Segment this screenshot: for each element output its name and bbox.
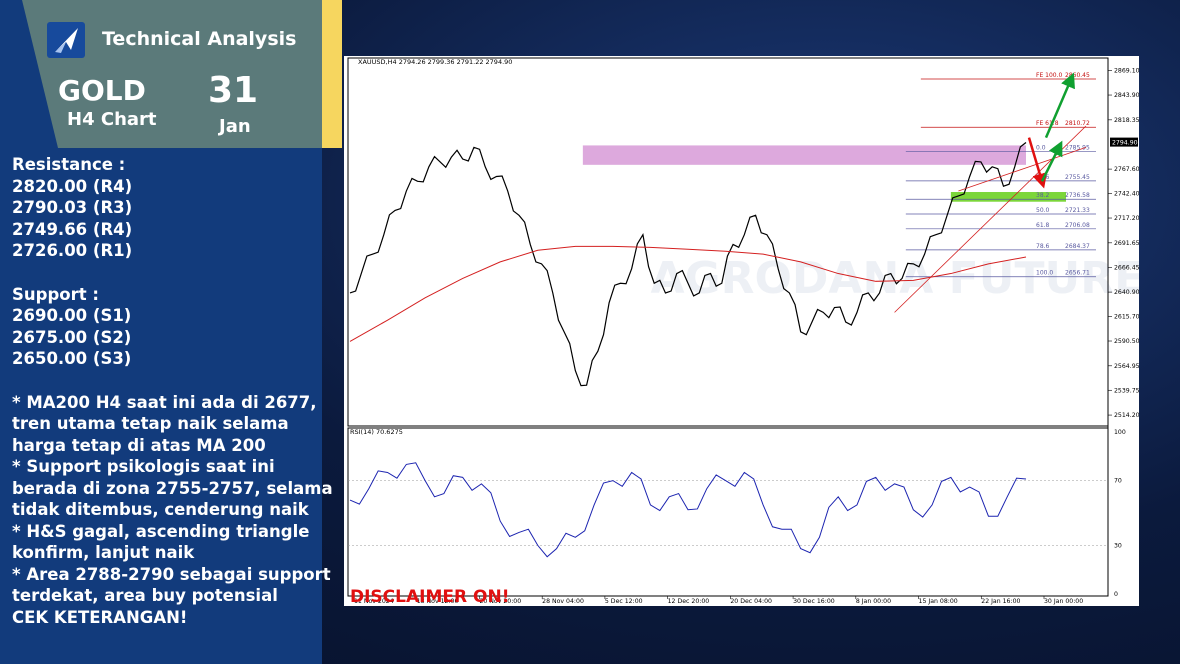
note-line: konfirm, lanjut naik — [12, 543, 195, 562]
fib-level-price: 2860.45 — [1065, 72, 1090, 79]
y-tick-label: 2767.60 — [1114, 166, 1139, 173]
resistance-level: 2820.00 (R4) — [12, 176, 133, 196]
y-tick-label: 2691.65 — [1114, 240, 1139, 247]
y-tick-label: 2717.20 — [1114, 215, 1139, 222]
rsi-tick-label: 70 — [1114, 478, 1122, 485]
down-arrow-icon — [1027, 137, 1048, 189]
x-tick-label: 11 Nov 2024 — [354, 598, 394, 605]
rsi-tick-label: 0 — [1114, 591, 1118, 598]
fib-level-label: 50.0 — [1036, 207, 1050, 214]
fib-level-price: 2706.08 — [1065, 222, 1090, 229]
note-line: * Area 2788-2790 sebagai support — [12, 564, 331, 584]
y-tick-label: 2843.90 — [1114, 92, 1139, 99]
note-line: terdekat, area buy potensial — [12, 586, 278, 605]
symbol-info-text: XAUUSD,H4 2794.26 2799.36 2791.22 2794.9… — [358, 58, 512, 66]
support-title: Support : — [12, 284, 99, 304]
x-tick-label: 12 Dec 20:00 — [668, 598, 710, 605]
disclaimer-text: DISCLAIMER ON! — [350, 587, 509, 606]
note-line: tren utama tetap naik selama — [12, 414, 289, 433]
current-price-label: 2794.90 — [1112, 140, 1138, 147]
fib-level-label: FE 61.8 — [1036, 120, 1059, 127]
x-tick-label: 22 Jan 16:00 — [981, 598, 1020, 605]
date-day: 31 — [208, 70, 259, 111]
note-line: * H&S gagal, ascending triangle — [12, 521, 310, 541]
x-tick-label: 15 Jan 08:00 — [919, 598, 958, 605]
x-tick-label: 8 Jan 00:00 — [856, 598, 891, 605]
resistance-level: 2726.00 (R1) — [12, 241, 133, 260]
fib-level-label: 78.6 — [1036, 243, 1050, 250]
date-month: Jan — [219, 116, 251, 137]
y-tick-label: 2539.75 — [1114, 387, 1139, 394]
support-level: 2675.00 (S2) — [12, 327, 132, 347]
note-line: berada di zona 2755-2757, selama — [12, 478, 333, 498]
note-line: harga tetap di atas MA 200 — [12, 435, 266, 455]
price-chart: AGRODANA FUTURES FE 100.0 2860.45 FE 61.8 2… — [347, 57, 1139, 606]
note-line: CEK KETERANGAN! — [12, 607, 188, 627]
current-price-tag — [1110, 137, 1138, 147]
fib-level-label: 61.8 — [1036, 222, 1050, 229]
fib-level-label: 0.0 — [1036, 144, 1046, 151]
resistance-level: 2790.03 (R3) — [12, 198, 133, 217]
ascending-trendline — [958, 146, 1087, 192]
x-tick-label: 30 Dec 16:00 — [793, 598, 835, 605]
note-line: tidak ditembus, cenderung naik — [12, 500, 309, 519]
up-arrow-icon — [1044, 72, 1075, 139]
y-tick-label: 2564.95 — [1114, 363, 1139, 370]
resistance-zone — [582, 145, 1026, 165]
fib-level-label: 38.2 — [1036, 192, 1050, 199]
accent-strip — [322, 0, 342, 148]
x-tick-label: 30 Jan 00:00 — [1044, 598, 1083, 605]
fib-level-price: 2755.45 — [1065, 174, 1090, 181]
fib-level-price: 2810.72 — [1065, 120, 1090, 127]
fib-level-price: 2721.33 — [1065, 207, 1090, 214]
timeframe-label: H4 Chart — [67, 109, 157, 130]
fib-level-label: 100.0 — [1036, 270, 1053, 277]
fib-level-label: FE 100.0 — [1036, 72, 1063, 79]
rsi-tick-label: 30 — [1114, 542, 1122, 549]
support-zone — [950, 192, 1066, 202]
x-tick-label: 20 Nov 20:00 — [479, 598, 521, 605]
x-tick-label: 20 Dec 04:00 — [730, 598, 772, 605]
rsi-title: RSI(14) 70.6275 — [350, 428, 403, 436]
x-tick-label: 28 Nov 04:00 — [542, 598, 584, 605]
ma200-line — [349, 245, 1027, 342]
y-tick-label: 2615.70 — [1114, 314, 1139, 321]
watermark-text: AGRODANA FUTURES — [650, 253, 1139, 304]
rsi-tick-label: 100 — [1114, 429, 1126, 436]
note-line: * Support psikologis saat ini — [12, 457, 275, 476]
fib-level-price: 2656.71 — [1065, 270, 1090, 277]
brand-arrow-logo-icon — [47, 22, 85, 58]
resistance-title: Resistance : — [12, 155, 126, 174]
analysis-text: Resistance : 2820.00 (R4) 2790.03 (R3) 2… — [12, 154, 333, 628]
x-tick-label: 5 Dec 12:00 — [605, 598, 643, 605]
price-series-line — [349, 142, 1027, 387]
y-tick-label: 2666.45 — [1114, 264, 1139, 271]
note-line: * MA200 H4 saat ini ada di 2677, — [12, 392, 317, 412]
fib-level-price: 2736.58 — [1065, 192, 1090, 199]
asset-name: GOLD — [58, 74, 146, 107]
brand-title: Technical Analysis — [102, 28, 297, 50]
support-level: 2650.00 (S3) — [12, 349, 132, 368]
y-tick-label: 2818.35 — [1114, 117, 1139, 124]
y-tick-label: 2869.10 — [1114, 68, 1139, 75]
up-arrow-icon — [1040, 140, 1063, 182]
y-tick-label: 2640.90 — [1114, 289, 1139, 296]
x-tick-label: 13 Nov 12:00 — [417, 598, 459, 605]
resistance-level: 2749.66 (R4) — [12, 219, 133, 239]
y-tick-label: 2590.50 — [1114, 338, 1139, 345]
support-level: 2690.00 (S1) — [12, 306, 132, 325]
fib-level-price: 2785.95 — [1065, 144, 1090, 151]
y-tick-label: 2514.20 — [1114, 412, 1139, 419]
chart-frame: AGRODANA FUTURES FE 100.0 2860.45 FE 61.8 2… — [344, 56, 1139, 606]
fib-level-price: 2684.37 — [1065, 243, 1090, 250]
y-tick-label: 2742.40 — [1114, 191, 1139, 198]
rsi-series-line — [349, 462, 1027, 558]
